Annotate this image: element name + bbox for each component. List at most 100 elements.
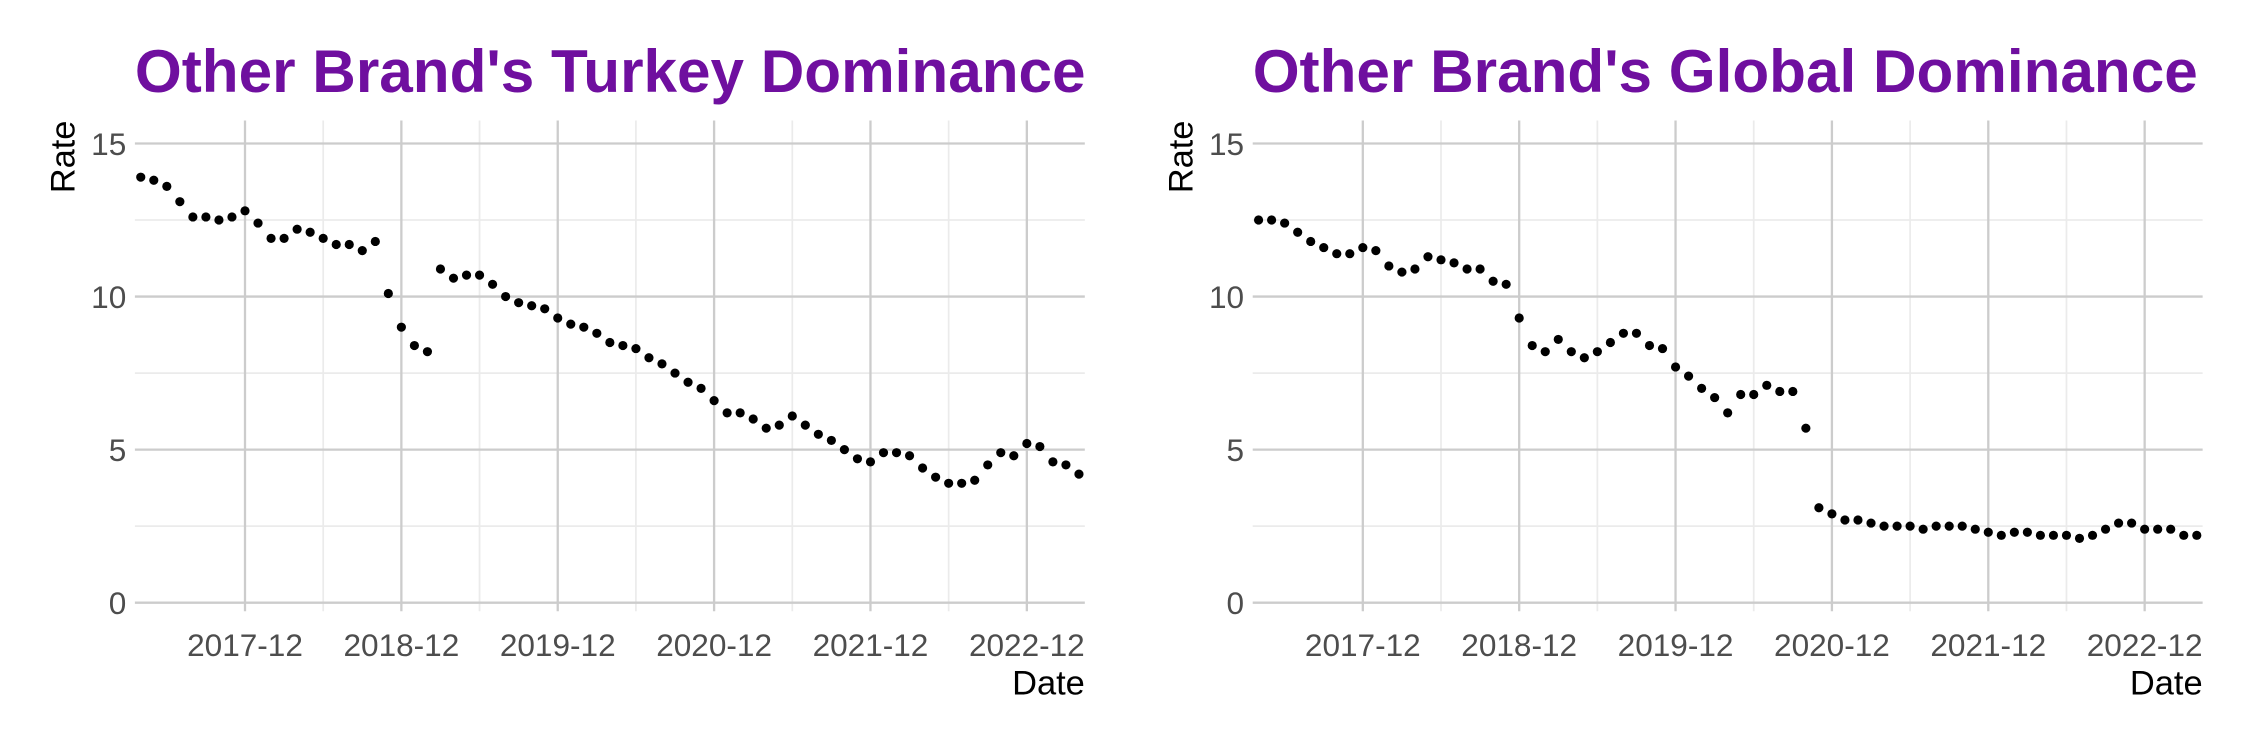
point — [2087, 530, 2098, 540]
point — [409, 340, 419, 351]
point — [1345, 249, 1355, 259]
point — [175, 197, 185, 207]
point — [566, 319, 576, 329]
point — [1488, 276, 1498, 286]
point — [318, 233, 328, 243]
point — [370, 236, 380, 247]
point — [2153, 524, 2163, 534]
x-tick-label: 2018-12 — [1461, 627, 1577, 663]
point — [696, 383, 706, 393]
point — [383, 288, 393, 299]
x-tick-label: 2018-12 — [343, 627, 459, 663]
point — [501, 291, 511, 302]
point — [1332, 249, 1342, 259]
point — [1944, 521, 1954, 531]
point — [1048, 457, 1058, 467]
point — [917, 463, 928, 473]
point — [761, 423, 771, 433]
y-axis-label: Rate — [1162, 121, 1200, 194]
point — [1840, 515, 1850, 525]
y-tick-label: 0 — [1227, 585, 1245, 621]
point — [592, 328, 602, 338]
point — [891, 448, 902, 458]
point — [631, 344, 641, 354]
chart-title: Other Brand's Global Dominance — [1253, 37, 2198, 105]
y-tick-label: 15 — [91, 126, 126, 162]
point — [709, 396, 719, 406]
point — [1749, 389, 1759, 400]
y-tick-label: 5 — [109, 432, 127, 468]
point — [1475, 264, 1485, 274]
point — [1827, 509, 1837, 519]
point — [422, 347, 433, 357]
y-axis-label: Rate — [45, 121, 83, 194]
point — [1566, 347, 1576, 357]
point — [149, 175, 159, 185]
point — [292, 224, 302, 234]
point — [904, 451, 915, 461]
point — [540, 304, 550, 314]
x-axis-label: Date — [1012, 665, 1085, 703]
point — [1801, 423, 1811, 433]
point — [579, 322, 589, 332]
point — [162, 181, 172, 191]
point — [1267, 215, 1277, 225]
point — [1293, 227, 1303, 237]
point — [344, 239, 354, 250]
point — [136, 172, 146, 182]
x-tick-label: 2022-12 — [969, 627, 1085, 663]
point — [227, 212, 237, 222]
x-tick-label: 2017-12 — [187, 627, 303, 663]
point — [983, 460, 993, 470]
point — [683, 377, 693, 387]
point — [852, 454, 863, 464]
point — [1514, 313, 1524, 323]
point — [865, 457, 876, 467]
point — [527, 301, 537, 311]
point — [2048, 530, 2059, 540]
point — [1892, 521, 1902, 531]
point — [722, 408, 732, 418]
point — [201, 212, 211, 222]
point — [1723, 408, 1733, 418]
point — [2061, 530, 2072, 540]
point — [970, 475, 980, 485]
point — [331, 239, 341, 250]
point — [1931, 521, 1941, 531]
point — [1371, 246, 1381, 256]
point — [1306, 236, 1316, 247]
point — [1423, 252, 1433, 262]
y-tick-label: 10 — [91, 279, 126, 315]
x-tick-label: 2019-12 — [500, 627, 616, 663]
point — [1853, 515, 1863, 525]
point — [1009, 451, 1019, 461]
point — [2179, 530, 2189, 540]
point — [2127, 518, 2137, 528]
y-tick-label: 10 — [1209, 279, 1244, 315]
point — [1540, 347, 1550, 357]
point — [1970, 524, 1980, 534]
x-axis-label: Date — [2130, 665, 2203, 703]
chart-title: Other Brand's Turkey Dominance — [135, 37, 1086, 105]
point — [1710, 392, 1720, 403]
point — [1657, 344, 1668, 354]
point — [605, 337, 615, 348]
x-tick-label: 2022-12 — [2087, 627, 2203, 663]
point — [1644, 340, 1655, 351]
point — [357, 246, 367, 256]
point — [1775, 386, 1785, 397]
point — [1280, 218, 1290, 228]
y-tick-label: 15 — [1209, 126, 1244, 162]
point — [240, 206, 250, 216]
point — [1788, 386, 1798, 397]
point — [944, 478, 954, 488]
point — [487, 279, 498, 289]
point — [1983, 527, 1993, 537]
point — [1527, 340, 1537, 351]
x-tick-label: 2017-12 — [1305, 627, 1421, 663]
point — [1905, 521, 1915, 531]
point — [1022, 438, 1032, 449]
x-tick-label: 2020-12 — [1774, 627, 1890, 663]
point — [931, 472, 941, 482]
point — [774, 420, 784, 430]
